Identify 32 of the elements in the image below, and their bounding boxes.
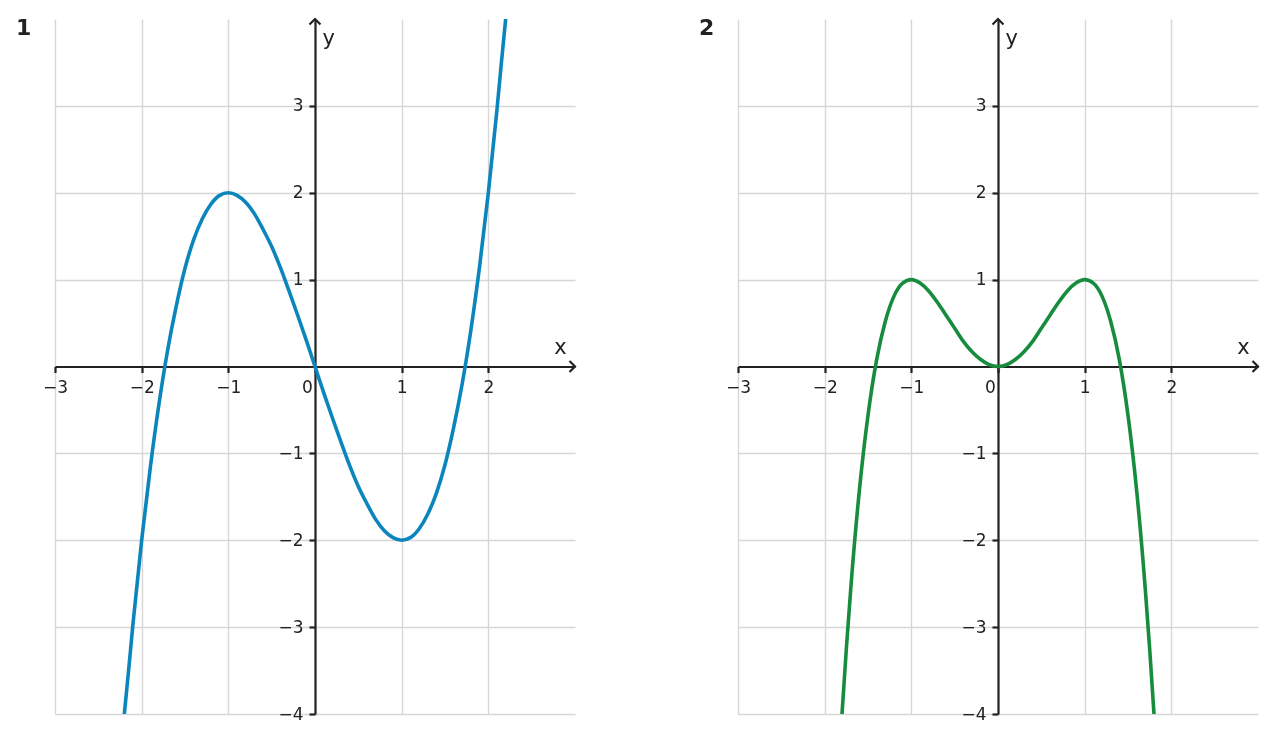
- chart-title: 2: [699, 14, 715, 40]
- x-tick-label: −1: [899, 377, 925, 397]
- x-tick-label: −3: [42, 377, 69, 397]
- x-axis-title: x: [1237, 335, 1250, 359]
- x-tick-label: 2: [483, 377, 495, 397]
- x-tick-label: 2: [1166, 377, 1178, 397]
- y-tick-label: −3: [278, 616, 304, 637]
- y-tick-label: −4: [961, 703, 987, 724]
- x-tick-label: 0: [985, 377, 996, 397]
- x-tick-label: −2: [129, 377, 155, 397]
- y-tick-label: 3: [292, 95, 304, 116]
- x-tick-label: −1: [216, 377, 242, 397]
- x-tick-label: −2: [812, 377, 838, 397]
- x-tick-label: 0: [302, 377, 313, 397]
- x-tick-label: −3: [725, 377, 752, 397]
- y-tick-label: −2: [961, 529, 987, 550]
- y-tick-label: −3: [961, 616, 987, 637]
- y-axis-title: y: [1005, 25, 1018, 50]
- y-tick-label: 2: [975, 182, 987, 203]
- y-tick-label: 1: [975, 269, 987, 290]
- y-tick-label: −1: [961, 442, 987, 463]
- y-tick-label: −1: [278, 442, 304, 463]
- x-axis-title: x: [554, 335, 567, 359]
- chart-title: 1: [16, 14, 32, 40]
- y-tick-label: 3: [975, 95, 987, 116]
- y-tick-label: −2: [278, 529, 304, 550]
- x-tick-label: 1: [396, 377, 408, 397]
- y-tick-label: 1: [292, 269, 304, 290]
- y-tick-label: 2: [292, 182, 304, 203]
- x-tick-label: 1: [1079, 377, 1091, 397]
- y-tick-label: −4: [278, 703, 304, 724]
- y-axis-title: y: [322, 25, 335, 50]
